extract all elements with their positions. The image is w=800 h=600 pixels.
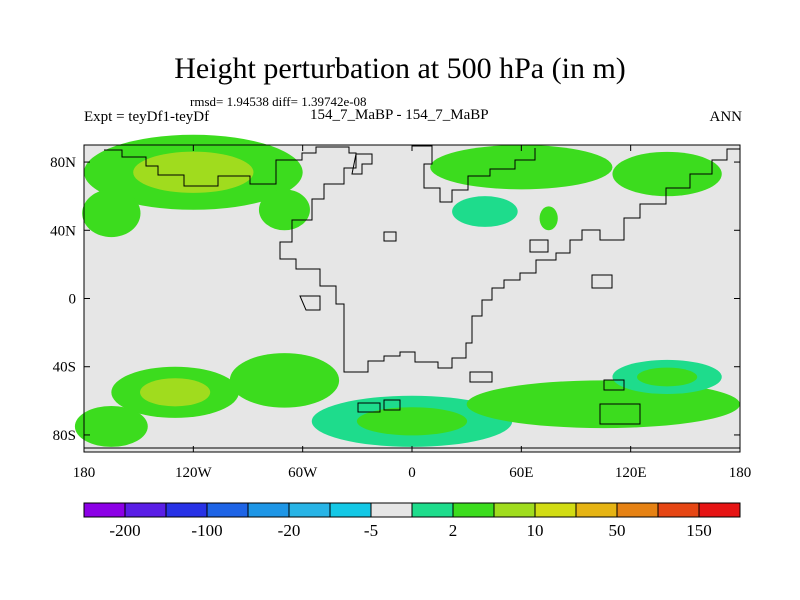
colorbar-swatch	[657, 502, 700, 518]
north-pacific-positive-core	[133, 151, 254, 193]
antarctic-positive-core	[356, 407, 468, 436]
x-tick-label: 60W	[288, 465, 318, 481]
colorbar-label: 2	[449, 521, 458, 540]
x-tick-label: 120E	[615, 465, 647, 481]
north-eurasia-positive	[430, 145, 613, 190]
south-pacific-positive-core	[140, 378, 211, 407]
colorbar-label: 50	[609, 521, 626, 540]
colorbar-swatch	[534, 502, 577, 518]
colorbar-swatch	[329, 502, 372, 518]
x-tick-label: 180	[729, 465, 752, 481]
colorbar-swatch	[411, 502, 454, 518]
colorbar-swatch	[616, 502, 659, 518]
western-boundary-positive	[82, 189, 141, 238]
case-label: 154_7_MaBP - 154_7_MaBP	[310, 107, 489, 123]
x-tick-label: 0	[408, 465, 416, 481]
colorbar-swatch	[452, 502, 495, 518]
colorbar-swatch	[83, 502, 126, 518]
stats-text: rmsd= 1.94538 diff= 1.39742e-08	[190, 94, 367, 109]
axes: 180 120W 60W 0 60E 120E 180 80N 40N 0 40S 80S	[50, 145, 751, 481]
y-tick-label: 0	[69, 292, 77, 308]
northeast-spot	[539, 206, 558, 231]
south-atlantic-positive	[229, 353, 340, 408]
southeast-pacific-positive-core	[637, 367, 698, 387]
colorbar-swatch	[575, 502, 618, 518]
y-tick-label: 40S	[53, 360, 76, 376]
colorbar-swatch	[165, 502, 208, 518]
colorbar-label: -100	[191, 521, 222, 540]
colorbar-label: -200	[109, 521, 140, 540]
central-asia-positive	[612, 151, 722, 197]
mid-latitude-eurasia	[452, 196, 518, 227]
experiment-label: Expt = teyDf1-teyDf	[84, 109, 210, 125]
y-tick-label: 40N	[50, 223, 76, 239]
south-indian-positive	[74, 405, 148, 447]
y-tick-label: 80N	[50, 155, 76, 171]
colorbar-swatch	[206, 502, 249, 518]
colorbar-label: -5	[364, 521, 378, 540]
colorbar-swatch	[370, 502, 413, 518]
x-tick-label: 60E	[509, 465, 533, 481]
colorbar-label: 10	[527, 521, 544, 540]
season-label: ANN	[709, 109, 743, 125]
colorbar-label: 150	[686, 521, 712, 540]
x-tick-label: 180	[73, 465, 96, 481]
x-tick-label: 120W	[175, 465, 213, 481]
colorbar-swatch	[288, 502, 331, 518]
colorbar: -200 -100 -20 -5 2 10 50 150	[83, 502, 741, 540]
north-atlantic-positive	[258, 189, 310, 231]
colorbar-swatch	[247, 502, 290, 518]
colorbar-swatch	[124, 502, 167, 518]
chart-title: Height perturbation at 500 hPa (in m)	[174, 52, 626, 85]
colorbar-label: -20	[278, 521, 301, 540]
colorbar-swatch	[698, 502, 741, 518]
y-tick-label: 80S	[53, 428, 76, 444]
anomaly-contours	[74, 134, 740, 447]
colorbar-swatch	[493, 502, 536, 518]
